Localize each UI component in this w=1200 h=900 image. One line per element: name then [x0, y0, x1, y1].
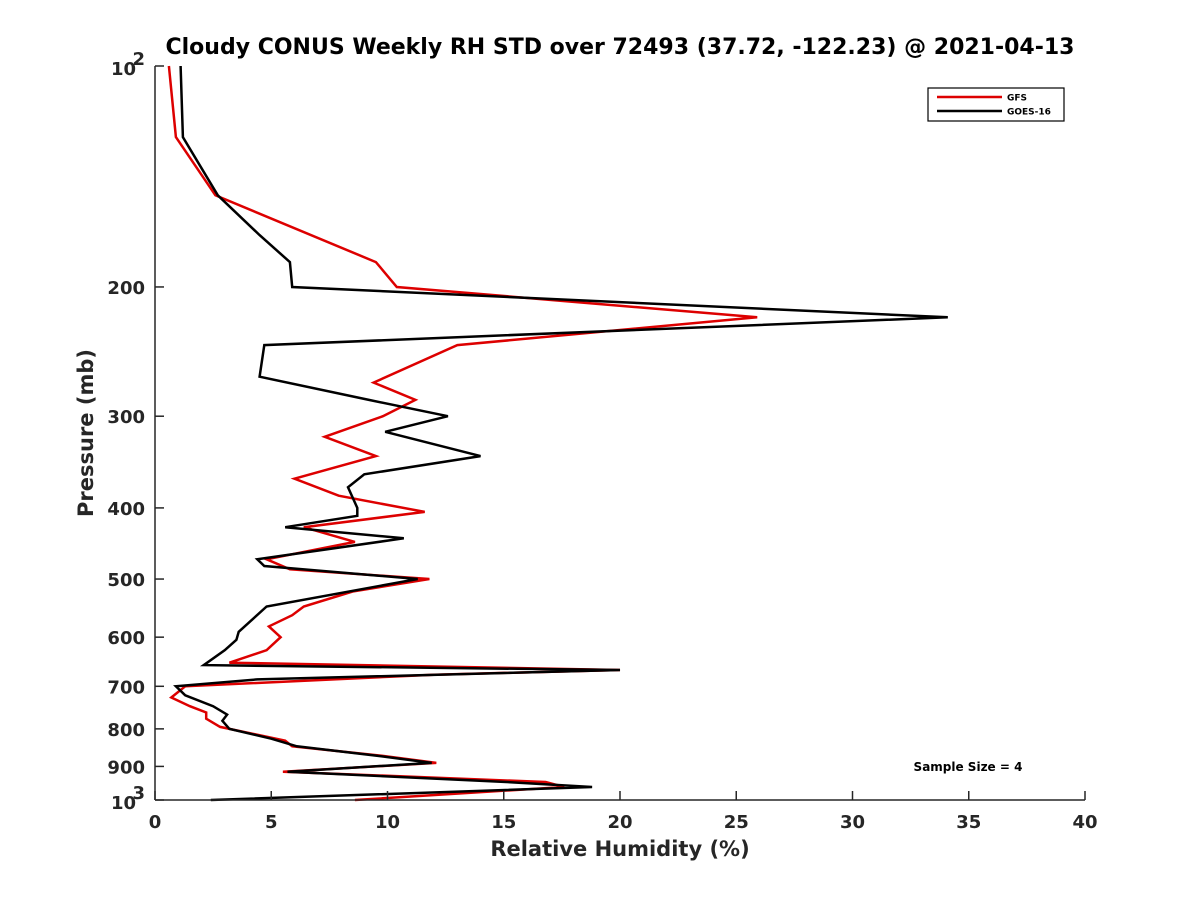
y-tick-label: 700: [107, 677, 145, 698]
x-tick-label: 5: [265, 812, 278, 833]
y-tick-base: 10: [111, 59, 136, 80]
y-tick-exponent: 3: [132, 783, 145, 804]
plot-area: [155, 66, 1085, 800]
x-tick-label: 10: [375, 812, 400, 833]
x-axis-ticks: 0 5 10 15 20 25 30 35 40: [149, 791, 1098, 833]
y-tick-base: 10: [111, 793, 136, 814]
x-tick-label: 15: [491, 812, 516, 833]
y-tick-label-power: 310: [111, 783, 145, 814]
x-axis-label: Relative Humidity (%): [490, 837, 749, 861]
x-tick-label: 30: [840, 812, 865, 833]
y-tick-exponent: 2: [132, 49, 145, 70]
x-tick-label: 0: [149, 812, 162, 833]
x-tick-label: 20: [607, 812, 632, 833]
legend-entry-label: GFS: [1007, 94, 1027, 104]
y-tick-label: 500: [107, 570, 145, 591]
x-tick-label: 35: [956, 812, 981, 833]
sample-size-annotation: Sample Size = 4: [914, 760, 1023, 774]
y-tick-label: 600: [107, 628, 145, 649]
series-layer: [167, 65, 948, 802]
x-tick-label: 40: [1072, 812, 1097, 833]
y-tick-label: 300: [107, 407, 145, 428]
y-axis-label: Pressure (mb): [74, 349, 98, 517]
x-tick-label: 25: [724, 812, 749, 833]
legend: GFS GOES-16: [927, 87, 1065, 122]
series-line-goes-16: [173, 65, 948, 802]
y-tick-label: 400: [107, 499, 145, 520]
legend-entry-label: GOES-16: [1007, 108, 1051, 118]
series-line-gfs: [167, 65, 758, 802]
y-tick-label-power: 210: [111, 49, 145, 80]
y-tick-label: 900: [107, 757, 145, 778]
legend-box: [927, 87, 1065, 122]
y-tick-label: 800: [107, 720, 145, 741]
chart-title: Cloudy CONUS Weekly RH STD over 72493 (3…: [166, 35, 1075, 60]
y-tick-label: 200: [107, 278, 145, 299]
